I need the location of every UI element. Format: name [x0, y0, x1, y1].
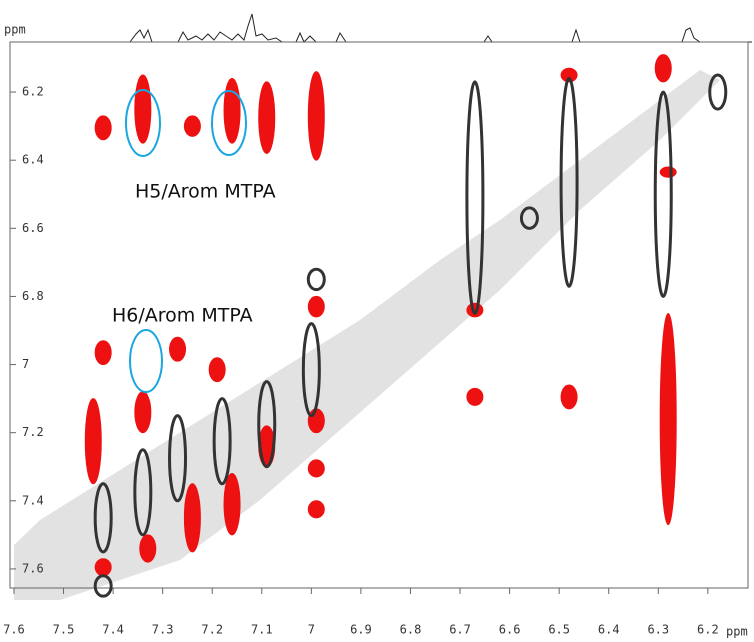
- projection-trace: [48, 13, 752, 43]
- highlight-circle: [129, 329, 163, 393]
- x-tick-label: 7.3: [152, 623, 174, 637]
- x-tick-label: 6.9: [350, 623, 372, 637]
- x-axis-label: ppm: [726, 625, 748, 639]
- peak: [559, 76, 579, 288]
- peak: [84, 398, 102, 485]
- y-tick-label: 7.4: [22, 493, 44, 507]
- peak: [307, 459, 325, 478]
- peak: [183, 483, 201, 553]
- peak: [654, 54, 672, 83]
- peak: [560, 384, 578, 410]
- peak: [307, 408, 325, 434]
- y-tick-label: 7.6: [22, 561, 44, 575]
- y-tick-label: 6.6: [22, 221, 44, 235]
- peak: [168, 414, 188, 503]
- y-axis-label: ppm: [4, 23, 26, 37]
- x-tick-label: 6.4: [598, 623, 620, 637]
- peak: [94, 115, 112, 141]
- peak: [212, 397, 232, 486]
- peak: [258, 81, 276, 154]
- x-tick-label: 6.6: [499, 623, 521, 637]
- x-tick-label: 7: [308, 623, 315, 637]
- y-tick-label: 6.4: [22, 153, 44, 167]
- peak: [708, 73, 728, 111]
- peak: [465, 80, 485, 315]
- x-tick-label: 6.7: [449, 623, 471, 637]
- peak: [307, 295, 325, 318]
- peak: [560, 67, 578, 83]
- x-tick-label: 6.8: [400, 623, 422, 637]
- highlight-circle: [211, 90, 247, 156]
- y-tick-label: 7.2: [22, 425, 44, 439]
- x-tick-label: 7.6: [3, 623, 25, 637]
- peak: [94, 558, 112, 577]
- x-tick-label: 6.3: [647, 623, 669, 637]
- peak: [257, 380, 277, 469]
- x-tick-label: 7.1: [251, 623, 273, 637]
- x-tick-label: 7.2: [201, 623, 223, 637]
- peak: [93, 482, 113, 554]
- x-tick-label: 6.2: [697, 623, 719, 637]
- peak: [653, 90, 673, 298]
- x-tick-label: 7.5: [53, 623, 75, 637]
- y-tick-label: 6.8: [22, 289, 44, 303]
- highlight-circle: [125, 89, 161, 157]
- y-tick-label: 7: [22, 357, 29, 371]
- peak: [139, 534, 157, 563]
- y-tick-label: 6.2: [22, 85, 44, 99]
- peak: [466, 387, 484, 406]
- peak: [208, 357, 226, 383]
- x-tick-label: 7.4: [102, 623, 124, 637]
- plot-frame: [9, 41, 749, 589]
- peak: [183, 115, 201, 137]
- peak: [93, 574, 113, 598]
- peak: [223, 77, 241, 144]
- peak: [94, 340, 112, 366]
- peak: [307, 71, 325, 161]
- annotation: H6/Arom MTPA: [112, 305, 253, 327]
- peak: [659, 312, 677, 526]
- peak: [134, 74, 152, 144]
- peak: [659, 166, 677, 178]
- diagonal-ridge: [14, 70, 720, 600]
- peak: [134, 391, 152, 434]
- peak: [519, 206, 539, 230]
- peak: [301, 322, 321, 418]
- peak: [223, 473, 241, 536]
- x-tick-label: 6.5: [548, 623, 570, 637]
- peak: [307, 500, 325, 519]
- peak: [306, 267, 326, 292]
- annotation: H5/Arom MTPA: [135, 181, 276, 203]
- peak: [169, 336, 187, 362]
- peak: [133, 448, 153, 537]
